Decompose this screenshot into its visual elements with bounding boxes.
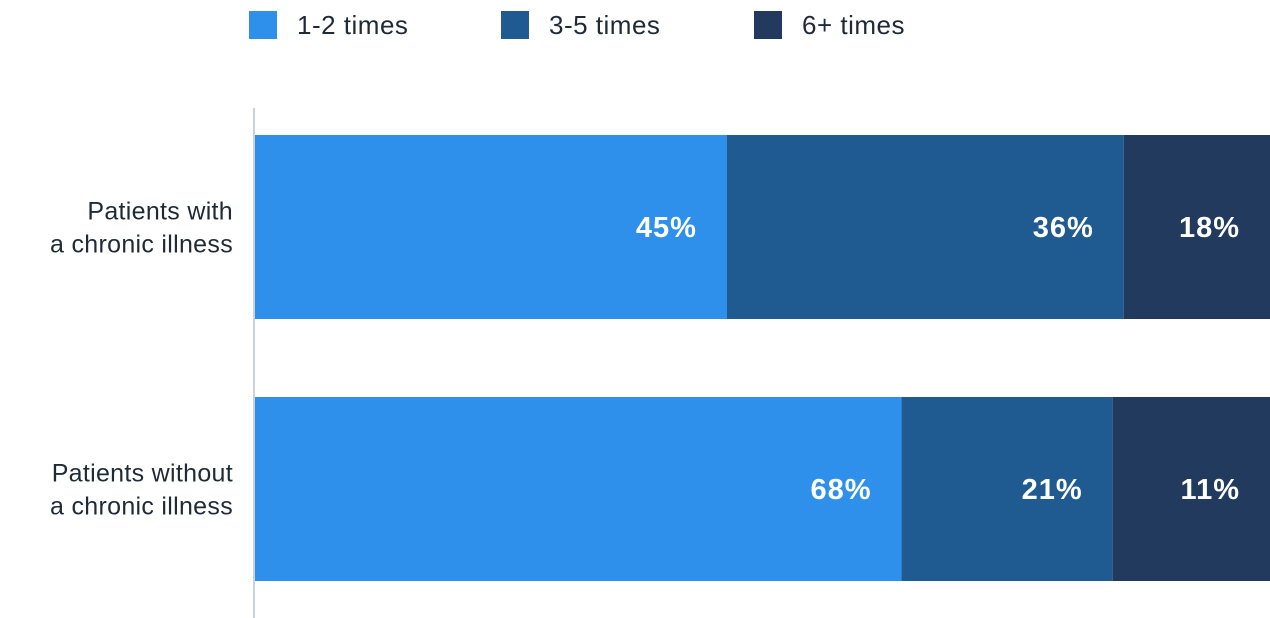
category-labels: Patients with a chronic illness Patients w… xyxy=(50,198,233,521)
data-label-2-3: 11% xyxy=(1181,474,1240,506)
legend-swatch-3 xyxy=(754,11,782,39)
legend-item-2: 3-5 times xyxy=(501,10,660,40)
data-label-1-2: 36% xyxy=(1033,212,1094,244)
legend-item-3: 6+ times xyxy=(754,10,905,40)
bar-segment-2-1 xyxy=(255,397,902,581)
data-label-1-1: 45% xyxy=(636,212,697,244)
bar-segment-2-3 xyxy=(1112,397,1270,581)
legend-swatch-2 xyxy=(501,11,529,39)
legend: 1-2 times 3-5 times 6+ times xyxy=(249,10,905,40)
legend-swatch-1 xyxy=(249,11,277,39)
legend-label-1: 1-2 times xyxy=(297,10,408,40)
category-label-1: Patients with a chronic illness xyxy=(50,198,233,259)
bars-group: 45% 36% 18% 68% 21% 11% xyxy=(255,135,1270,581)
data-label-2-1: 68% xyxy=(811,474,872,506)
legend-item-1: 1-2 times xyxy=(249,10,408,40)
data-label-1-3: 18% xyxy=(1179,212,1240,244)
bar-segment-1-2 xyxy=(726,135,1124,319)
category-label-2: Patients without a chronic illness xyxy=(50,460,233,521)
bar-segment-1-3 xyxy=(1123,135,1270,319)
data-label-2-2: 21% xyxy=(1022,474,1083,506)
bar-segment-2-2 xyxy=(901,397,1113,581)
legend-label-3: 6+ times xyxy=(802,10,905,40)
bar-row-2: 68% 21% 11% xyxy=(255,397,1270,581)
legend-label-2: 3-5 times xyxy=(549,10,660,40)
bar-row-1: 45% 36% 18% xyxy=(255,135,1270,319)
bar-segment-1-1 xyxy=(255,135,727,319)
